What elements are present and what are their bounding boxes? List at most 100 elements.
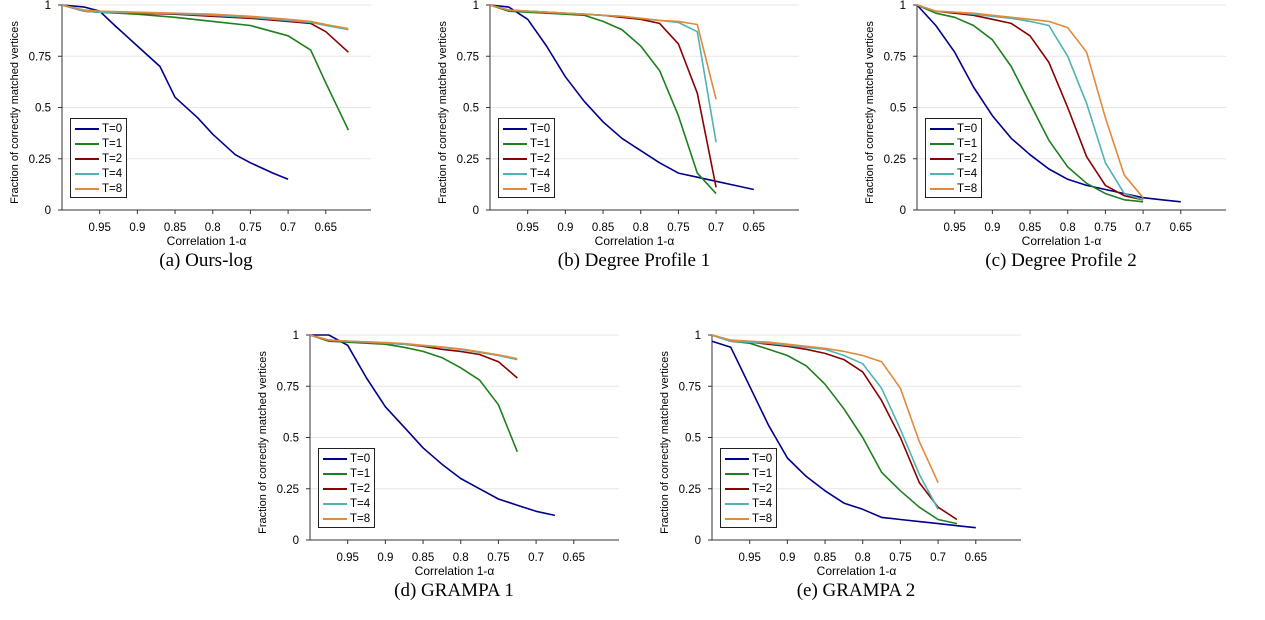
x-tick-label: 0.9 <box>779 552 795 564</box>
legend-item: T=1 <box>725 466 772 481</box>
legend-swatch <box>725 457 749 460</box>
legend-swatch <box>323 517 347 520</box>
series-line-t-8 <box>711 334 939 483</box>
legend-item: T=2 <box>75 151 122 166</box>
legend-swatch <box>930 172 954 175</box>
x-tick-label: 0.8 <box>453 552 469 564</box>
legend-label: T=0 <box>752 452 773 465</box>
legend-swatch <box>930 187 954 190</box>
x-tick-label: 0.75 <box>1094 222 1116 234</box>
legend-label: T=8 <box>957 182 978 195</box>
chart-svg: 0 0.25 0.5 0.75 1 0.95 0.9 0.85 0.8 0.75 0.7 0.65 Co… <box>9 0 371 248</box>
y-axis-label: Fraction of correctly matched vertices <box>257 351 269 534</box>
legend-label: T=1 <box>350 467 371 480</box>
legend-label: T=1 <box>102 137 123 150</box>
legend-label: T=2 <box>350 482 371 495</box>
x-tick-label: 0.9 <box>377 552 393 564</box>
chart-panel: 0 0.25 0.5 0.75 1 0.95 0.9 0.85 0.8 0.75 0.7 0.65 Co… <box>248 330 660 620</box>
x-tick-label: 0.8 <box>633 222 649 234</box>
series-line-t-1 <box>61 4 350 131</box>
x-tick-label: 0.65 <box>1170 222 1192 234</box>
legend-swatch <box>75 172 99 175</box>
x-tick-label: 0.7 <box>708 222 724 234</box>
y-tick-label: 1 <box>293 330 299 342</box>
y-tick-label: 0.25 <box>679 484 701 496</box>
legend-label: T=4 <box>350 497 371 510</box>
legend-label: T=0 <box>350 452 371 465</box>
legend-swatch <box>725 502 749 505</box>
y-tick-label: 0.5 <box>35 103 51 115</box>
y-tick-label: 0.75 <box>884 51 906 63</box>
legend-swatch <box>75 157 99 160</box>
x-tick-label: 0.75 <box>239 222 261 234</box>
series-line-t-8 <box>489 4 717 100</box>
y-tick-label: 1 <box>473 0 479 12</box>
legend-swatch <box>930 127 954 130</box>
chart-panel: 0 0.25 0.5 0.75 1 0.95 0.9 0.85 0.8 0.75 0.7 0.65 Co… <box>0 0 412 290</box>
y-tick-label: 0.75 <box>457 51 479 63</box>
legend-label: T=4 <box>102 167 123 180</box>
x-tick-label: 0.65 <box>315 222 337 234</box>
x-tick-label: 0.7 <box>1135 222 1151 234</box>
legend-item: T=4 <box>503 166 550 181</box>
x-tick-label: 0.75 <box>667 222 689 234</box>
x-tick-label: 0.9 <box>557 222 573 234</box>
legend-swatch <box>503 187 527 190</box>
series-line-t-1 <box>489 4 717 195</box>
y-tick-label: 0.25 <box>457 154 479 166</box>
y-tick-label: 0 <box>45 205 51 217</box>
y-axis-label: Fraction of correctly matched vertices <box>659 351 671 534</box>
legend-swatch <box>503 142 527 145</box>
legend-label: T=8 <box>752 512 773 525</box>
legend: T=0 T=1 T=2 T=4 T=8 <box>318 448 376 528</box>
legend-swatch <box>503 127 527 130</box>
legend-label: T=4 <box>752 497 773 510</box>
legend-swatch <box>930 157 954 160</box>
series-line-t-0 <box>310 334 556 517</box>
chart-panel: 0 0.25 0.5 0.75 1 0.95 0.9 0.85 0.8 0.75 0.7 0.65 Co… <box>428 0 840 290</box>
y-axis-label: Fraction of correctly matched vertices <box>864 21 876 204</box>
x-tick-label: 0.7 <box>930 552 946 564</box>
x-tick-label: 0.95 <box>738 552 760 564</box>
x-tick-label: 0.65 <box>743 222 765 234</box>
legend-item: T=0 <box>323 451 370 466</box>
legend-item: T=2 <box>503 151 550 166</box>
legend-swatch <box>323 457 347 460</box>
series-line-t-1 <box>309 334 519 453</box>
x-tick-label: 0.9 <box>984 222 1000 234</box>
legend-item: T=2 <box>930 151 977 166</box>
legend-item: T=0 <box>725 451 772 466</box>
legend-label: T=2 <box>530 152 551 165</box>
legend-item: T=2 <box>323 481 370 496</box>
legend-item: T=1 <box>930 136 977 151</box>
chart-svg: 0 0.25 0.5 0.75 1 0.95 0.9 0.85 0.8 0.75 0.7 0.65 Co… <box>864 0 1226 248</box>
legend: T=0 T=1 T=2 T=4 T=8 <box>70 118 128 198</box>
x-tick-label: 0.8 <box>1060 222 1076 234</box>
legend-item: T=1 <box>323 466 370 481</box>
legend-swatch <box>930 142 954 145</box>
series-line-t-1 <box>916 4 1144 203</box>
legend-label: T=8 <box>102 182 123 195</box>
series-line-t-0 <box>489 4 754 191</box>
legend-label: T=2 <box>102 152 123 165</box>
legend-label: T=4 <box>530 167 551 180</box>
x-tick-label: 0.9 <box>129 222 145 234</box>
series-line-t-1 <box>711 334 958 525</box>
legend-label: T=2 <box>752 482 773 495</box>
legend-swatch <box>725 472 749 475</box>
x-tick-label: 0.85 <box>592 222 614 234</box>
legend-swatch <box>75 127 99 130</box>
y-tick-label: 1 <box>695 330 701 342</box>
y-tick-label: 1 <box>900 0 906 12</box>
figure-caption: (a) Ours-log <box>159 250 253 271</box>
legend: T=0 T=1 T=2 T=4 T=8 <box>925 118 983 198</box>
legend-item: T=4 <box>725 496 772 511</box>
legend-swatch <box>75 187 99 190</box>
y-tick-label: 0 <box>293 535 299 547</box>
legend-item: T=1 <box>75 136 122 151</box>
x-tick-label: 0.75 <box>487 552 509 564</box>
x-axis-label: Correlation 1-α <box>595 234 675 248</box>
x-tick-label: 0.8 <box>855 552 871 564</box>
legend-swatch <box>323 487 347 490</box>
